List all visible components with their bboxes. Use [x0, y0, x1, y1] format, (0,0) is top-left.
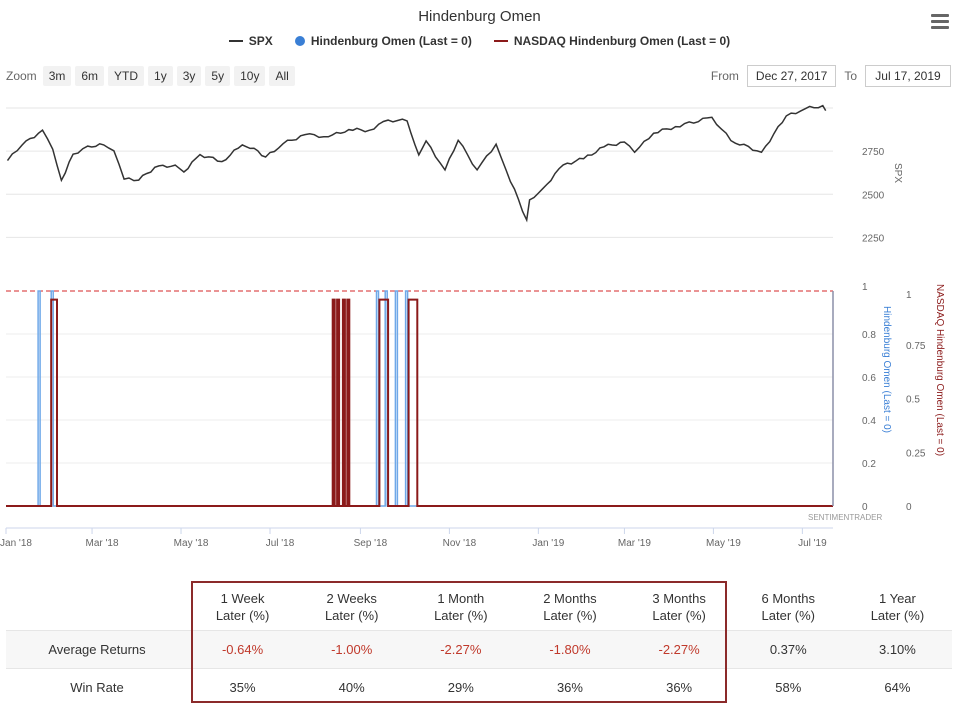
to-date-input[interactable]: Jul 17, 2019: [865, 65, 951, 87]
legend: SPX Hindenburg Omen (Last = 0) NASDAQ Hi…: [0, 34, 959, 48]
table-cell: 3.10%: [842, 630, 952, 669]
y-tick-label: 0.2: [862, 459, 876, 470]
zoom-button-3m[interactable]: 3m: [42, 66, 72, 86]
nasdaq-omen-axis-label: NASDAQ Hindenburg Omen (Last = 0): [934, 284, 945, 456]
zoom-button-5y[interactable]: 5y: [205, 66, 231, 86]
legend-dot-icon: [294, 36, 305, 46]
x-tick-label: Jul '19: [798, 538, 827, 549]
x-tick-label: Mar '18: [86, 538, 119, 549]
x-tick-label: Jan '19: [532, 538, 564, 549]
row-label: Win Rate: [6, 668, 188, 706]
omen-gridlines: [6, 333, 833, 464]
x-tick-label: Jul '18: [266, 538, 295, 549]
zoom-button-10y[interactable]: 10y: [234, 66, 266, 86]
spx-y-ticks: 2250 2500 2750: [862, 147, 885, 244]
table-cell: 36%: [515, 668, 625, 706]
table-cell: -0.64%: [188, 630, 298, 669]
chart-title: Hindenburg Omen: [418, 8, 541, 25]
x-tick-label: Jan '18: [0, 538, 32, 549]
from-label: From: [710, 69, 739, 83]
table-header-cell: 1 Week Later (%): [215, 591, 270, 623]
y-tick-label: 0: [862, 502, 868, 513]
stats-table: 1 Week Later (%) 2 Weeks Later (%) 1 Month…: [6, 584, 952, 706]
table-header-cell: 2 Weeks Later (%): [324, 591, 379, 623]
omen-axis-label: Hindenburg Omen (Last = 0): [881, 306, 892, 433]
x-ticks: Jan '18 Mar '18 May '18 Jul '18 Sep '18 Nov '…: [0, 528, 827, 549]
zoom-label: Zoom: [6, 69, 37, 83]
zoom-button-3y[interactable]: 3y: [176, 66, 202, 86]
y-tick-label: 0.6: [862, 373, 876, 384]
table-header-row: 1 Week Later (%) 2 Weeks Later (%) 1 Month…: [6, 584, 952, 631]
table-header-cell: 3 Months Later (%): [652, 591, 706, 623]
legend-label: NASDAQ Hindenburg Omen (Last = 0): [513, 34, 731, 48]
legend-label: Hindenburg Omen (Last = 0): [310, 34, 472, 48]
table-cell: 0.37%: [733, 630, 843, 669]
zoom-button-6m[interactable]: 6m: [75, 66, 105, 86]
x-tick-label: Sep '18: [354, 538, 388, 549]
nasdaq-omen-y-ticks: 0 0.25 0.5 0.75 1: [906, 290, 926, 513]
table-header-cell: 1 Month Later (%): [434, 591, 488, 623]
to-label: To: [844, 69, 857, 83]
y-tick-label: 2250: [862, 233, 885, 244]
zoom-button-1y[interactable]: 1y: [148, 66, 173, 86]
x-tick-label: Mar '19: [618, 538, 651, 549]
zoom-button-ytd[interactable]: YTD: [108, 66, 145, 86]
y-tick-label: 0.25: [906, 448, 926, 459]
y-tick-label: 0.8: [862, 330, 876, 341]
table-cell: 29%: [406, 668, 516, 706]
x-tick-label: May '19: [706, 538, 741, 549]
legend-label: SPX: [248, 34, 273, 48]
legend-item-nasdaq-hindenburg-omen[interactable]: NASDAQ Hindenburg Omen (Last = 0): [493, 34, 731, 48]
y-tick-label: 2500: [862, 190, 885, 201]
table-cell: -1.80%: [515, 630, 625, 669]
omen-y-ticks: 0 0.2 0.4 0.6 0.8 1: [862, 282, 876, 513]
date-range: From Dec 27, 2017 To Jul 17, 2019: [711, 65, 951, 87]
legend-item-hindenburg-omen[interactable]: Hindenburg Omen (Last = 0): [294, 34, 472, 48]
hamburger-menu-icon[interactable]: [931, 14, 949, 30]
row-label: Average Returns: [6, 630, 188, 669]
spx-axis-label: SPX: [892, 163, 903, 183]
x-tick-label: May '18: [174, 538, 209, 549]
table-cell: 36%: [624, 668, 734, 706]
y-tick-label: 1: [862, 282, 868, 293]
zoom-button-all[interactable]: All: [269, 66, 295, 86]
spx-series-line: [6, 104, 827, 223]
table-cell: 64%: [842, 668, 952, 706]
chart-canvas: 2250 2500 2750 SPX 0 0.2 0.4 0.6 0.8 1 0 0.25 0.5…: [0, 104, 945, 549]
table-cell: 35%: [188, 668, 298, 706]
table-cell: 40%: [297, 668, 407, 706]
y-tick-label: 0.75: [906, 341, 926, 352]
table-header-cell: [6, 584, 188, 631]
y-tick-label: 2750: [862, 147, 885, 158]
table-cell: 58%: [733, 668, 843, 706]
from-date-input[interactable]: Dec 27, 2017: [746, 65, 837, 87]
legend-line-icon: [228, 40, 243, 42]
table-cell: -2.27%: [624, 630, 734, 669]
watermark: SENTIMENTRADER: [808, 513, 882, 522]
legend-item-spx[interactable]: SPX: [228, 34, 273, 48]
x-tick-label: Nov '18: [443, 538, 477, 549]
table-row: Win Rate 35% 40% 29% 36% 36% 58% 64%: [6, 668, 952, 706]
zoom-bar: Zoom 3m 6m YTD 1y 3y 5y 10y All: [6, 66, 295, 86]
nasdaq-omen-series-line: [6, 298, 833, 507]
y-tick-label: 1: [906, 290, 912, 301]
table-row: Average Returns -0.64% -1.00% -2.27% -1.…: [6, 630, 952, 669]
table-header-cell: 2 Months Later (%): [543, 591, 597, 623]
omen-series-line: [6, 290, 833, 507]
table-header-cell: 6 Months Later (%): [761, 591, 815, 623]
y-tick-label: 0.4: [862, 416, 876, 427]
legend-line-icon: [493, 40, 508, 42]
table-cell: -1.00%: [297, 630, 407, 669]
table-cell: -2.27%: [406, 630, 516, 669]
y-tick-label: 0: [906, 502, 912, 513]
table-header-cell: 1 Year Later (%): [870, 591, 925, 623]
spx-gridlines: [6, 107, 833, 238]
y-tick-label: 0.5: [906, 395, 920, 406]
